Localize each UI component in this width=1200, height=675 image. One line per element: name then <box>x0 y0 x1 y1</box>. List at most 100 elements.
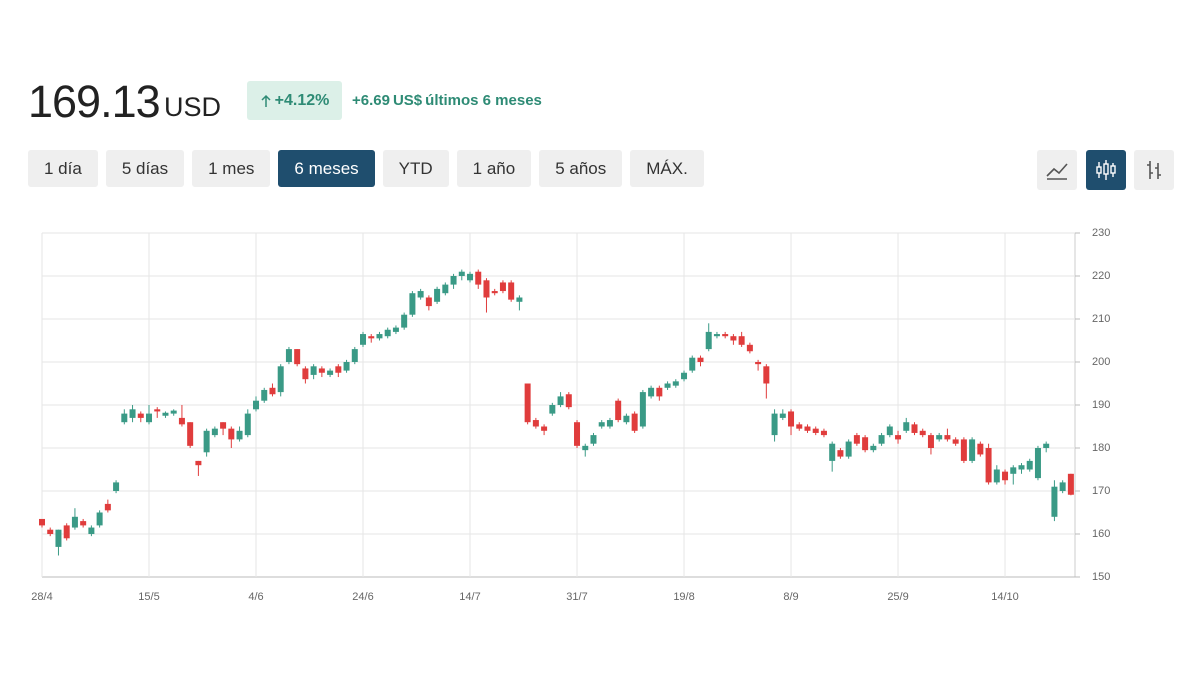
candle-body <box>80 521 87 526</box>
candle-body <box>713 334 720 337</box>
chart: 150 160 170 180 190 200 210 220 230 28/4 15/5 4/6 24… <box>31 227 1110 603</box>
range-button[interactable]: 5 días <box>105 150 185 187</box>
candle-body <box>993 469 1000 483</box>
candle-body <box>1043 443 1050 448</box>
candle-body <box>870 445 877 451</box>
candle-body <box>590 435 597 444</box>
candle-body <box>524 383 531 423</box>
candle-body <box>919 430 926 436</box>
candle-body <box>1051 486 1058 517</box>
candle-body <box>779 413 786 418</box>
candle-body <box>327 370 334 375</box>
candle-body <box>376 334 383 339</box>
candle-body <box>39 518 45 526</box>
candle-body <box>903 422 910 431</box>
candle-body <box>557 396 564 405</box>
candle-body <box>195 460 202 466</box>
change-currency: US$ <box>392 92 423 109</box>
candle-body <box>549 405 556 414</box>
candle-body <box>236 430 243 440</box>
candle-body <box>162 412 169 416</box>
candle-body <box>845 441 852 457</box>
candle-body <box>491 291 498 294</box>
candle-body <box>960 439 967 461</box>
candle-body <box>763 366 770 384</box>
y-tick-label: 180 <box>1092 442 1110 454</box>
candle-body <box>952 439 959 444</box>
candle-body <box>746 344 753 352</box>
candle-body <box>738 336 745 345</box>
candle-body <box>71 516 78 528</box>
candlestick-button[interactable] <box>1086 150 1126 190</box>
candle-body <box>104 503 111 511</box>
candle-body <box>475 271 482 285</box>
candle-body <box>425 297 432 307</box>
candle-body <box>927 435 934 448</box>
range-button[interactable]: 6 meses <box>278 150 375 187</box>
range-button[interactable]: 1 mes <box>192 150 271 187</box>
candle-body <box>343 362 350 371</box>
x-tick-label: 28/4 <box>31 591 52 603</box>
candle-body <box>1034 448 1041 479</box>
x-tick-label: 31/7 <box>566 591 587 603</box>
candle-body <box>755 362 762 365</box>
range-button[interactable]: YTD <box>382 150 449 187</box>
ohlc-button[interactable] <box>1134 150 1174 190</box>
line-chart-button[interactable] <box>1037 150 1077 190</box>
candle-body <box>318 368 325 373</box>
candle-body <box>1002 471 1009 481</box>
candle-body <box>796 424 803 429</box>
candle-body <box>434 288 441 302</box>
x-tick-label: 25/9 <box>887 591 908 603</box>
y-tick-label: 230 <box>1092 227 1110 239</box>
change-badge: +4.12% <box>247 81 342 120</box>
candle-body <box>969 439 976 461</box>
candle-body <box>368 336 375 339</box>
candle-body <box>705 331 712 350</box>
candle-body <box>853 435 860 444</box>
candle-body <box>228 428 235 440</box>
candle-body <box>113 482 120 491</box>
candle-body <box>154 409 161 412</box>
range-button[interactable]: 1 año <box>456 150 532 187</box>
candle-body <box>837 450 844 457</box>
x-tick-label: 24/6 <box>352 591 373 603</box>
candle-body <box>121 413 128 423</box>
candle-body <box>96 512 103 526</box>
candle-body <box>689 357 696 371</box>
y-tick-label: 150 <box>1092 571 1110 583</box>
candle-body <box>639 392 646 427</box>
candle-body <box>722 334 729 337</box>
x-tick-label: 4/6 <box>248 591 263 603</box>
candle-body <box>985 448 992 483</box>
candle-body <box>467 273 474 281</box>
candle-body <box>417 291 424 298</box>
range-button[interactable]: MÁX. <box>630 150 704 187</box>
candle-body <box>911 424 918 433</box>
change-period: últimos 6 meses <box>425 92 542 109</box>
candle-body <box>606 420 613 427</box>
candle-body <box>146 413 153 423</box>
range-button[interactable]: 1 día <box>28 150 98 187</box>
candle-body <box>878 435 885 444</box>
change-abs: +6.69 <box>352 92 390 109</box>
y-tick-label: 200 <box>1092 356 1110 368</box>
candle-body <box>532 420 539 427</box>
candle-body <box>886 426 893 436</box>
candle-body <box>384 329 391 337</box>
candle-body <box>508 282 515 300</box>
candle-body <box>253 400 260 410</box>
candle-body <box>55 529 62 547</box>
candle-body <box>895 435 902 440</box>
y-tick-label: 160 <box>1092 528 1110 540</box>
candle-body <box>697 357 704 362</box>
candle-body <box>656 387 663 397</box>
candle-body <box>516 297 523 302</box>
range-button[interactable]: 5 años <box>539 150 623 187</box>
candle-body <box>269 387 276 395</box>
candle-body <box>442 284 449 294</box>
candle-body <box>623 415 630 423</box>
candle-body <box>499 282 506 292</box>
candle-body <box>936 435 943 440</box>
candle-body <box>294 349 301 365</box>
